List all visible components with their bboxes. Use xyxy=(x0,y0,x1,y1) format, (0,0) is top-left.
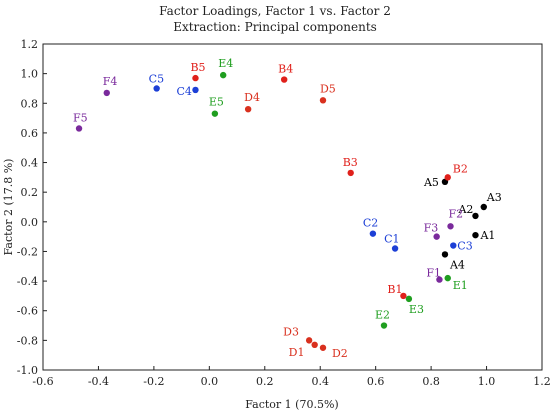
point-label-e5: E5 xyxy=(209,96,224,109)
point-e1 xyxy=(444,274,451,282)
point-d4 xyxy=(244,106,252,113)
point-label-a1: A1 xyxy=(479,229,495,242)
point-f3 xyxy=(433,233,440,240)
point-b5 xyxy=(192,74,199,82)
point-label-d2: D2 xyxy=(332,347,348,360)
point-label-b5: B5 xyxy=(190,61,205,74)
point-label-a4: A4 xyxy=(449,258,465,271)
x-tick-label: 0.8 xyxy=(422,375,440,388)
point-label-a2: A2 xyxy=(457,203,473,216)
y-tick-label: 0.0 xyxy=(21,216,39,229)
point-label-c3: C3 xyxy=(457,240,472,253)
point-f5 xyxy=(75,125,83,132)
point-a3 xyxy=(480,203,487,211)
data-points: A1 A2 A3 A4 A5 B1 B2 B3 B4 B5 C1 C2 C3 C4 C5 D1 D2 D3 D4 D5… xyxy=(73,57,502,360)
point-d5 xyxy=(319,97,327,104)
x-tick-label: 0.6 xyxy=(367,375,385,388)
y-tick-label: -0.6 xyxy=(17,305,38,318)
x-tick-label: 0.4 xyxy=(311,375,329,388)
point-label-a3: A3 xyxy=(486,191,502,204)
x-axis-label: Factor 1 (70.5%) xyxy=(245,398,338,411)
point-label-c5: C5 xyxy=(149,72,164,85)
y-axis-ticks: -1.0 -0.8 -0.6 -0.4 -0.2 0.0 0.2 0.4 0.6 0.8 1.0 1.… xyxy=(17,38,47,377)
point-label-b4: B4 xyxy=(278,63,293,76)
point-c1 xyxy=(391,245,399,252)
x-tick-label: -0.4 xyxy=(88,375,109,388)
point-label-b3: B3 xyxy=(343,156,358,169)
x-tick-label: 1.0 xyxy=(478,375,496,388)
chart-title: Factor Loadings, Factor 1 vs. Factor 2 xyxy=(159,4,391,18)
point-f1 xyxy=(436,276,443,283)
point-label-f4: F4 xyxy=(103,75,118,88)
point-d1 xyxy=(311,341,318,349)
point-d2 xyxy=(319,344,327,351)
point-label-d4: D4 xyxy=(244,91,260,104)
point-c5 xyxy=(153,85,160,92)
point-c2 xyxy=(369,230,377,237)
x-axis-ticks: -0.6 -0.4 -0.2 0.0 0.2 0.4 0.6 0.8 1.0 1.2 xyxy=(32,366,550,388)
point-label-e1: E1 xyxy=(453,279,468,292)
point-label-f1: F1 xyxy=(426,267,441,280)
y-tick-label: -0.4 xyxy=(17,275,38,288)
x-tick-label: -0.6 xyxy=(32,375,53,388)
x-tick-label: -0.2 xyxy=(143,375,164,388)
point-label-e3: E3 xyxy=(409,303,424,316)
point-e4 xyxy=(219,71,227,79)
y-tick-label: 1.2 xyxy=(21,38,39,51)
point-label-d3: D3 xyxy=(283,325,299,338)
point-label-d1: D1 xyxy=(289,346,305,359)
point-f2 xyxy=(447,223,454,230)
point-label-f5: F5 xyxy=(73,111,88,124)
point-label-b1: B1 xyxy=(387,283,402,296)
point-b4 xyxy=(280,76,288,83)
x-tick-label: 0.0 xyxy=(201,375,219,388)
point-label-c1: C1 xyxy=(384,232,399,245)
point-c3 xyxy=(450,242,457,249)
point-label-c2: C2 xyxy=(363,217,378,230)
point-b1 xyxy=(400,292,407,300)
point-c4 xyxy=(192,86,199,94)
x-tick-label: 1.2 xyxy=(533,375,550,388)
y-axis-label: Factor 2 (17.8 %) xyxy=(2,159,15,256)
y-tick-label: -0.2 xyxy=(17,245,38,258)
point-label-b2: B2 xyxy=(453,162,468,175)
point-label-d5: D5 xyxy=(320,82,336,95)
y-tick-label: 0.6 xyxy=(21,127,39,140)
point-e2 xyxy=(380,322,388,329)
point-f4 xyxy=(103,89,110,97)
point-b2 xyxy=(444,174,451,181)
y-tick-label: 1.0 xyxy=(21,68,39,81)
y-tick-label: -0.8 xyxy=(17,334,38,347)
point-a4 xyxy=(441,251,449,258)
plot-frame xyxy=(42,43,543,371)
point-a2 xyxy=(472,212,479,220)
y-tick-label: 0.4 xyxy=(21,157,39,170)
point-label-e2: E2 xyxy=(375,309,390,322)
point-label-e4: E4 xyxy=(218,57,233,70)
y-tick-label: 0.2 xyxy=(21,186,39,199)
point-b3 xyxy=(347,169,354,177)
point-label-c4: C4 xyxy=(176,85,191,98)
y-tick-label: 0.8 xyxy=(21,97,39,110)
point-e5 xyxy=(211,110,219,117)
point-a1 xyxy=(472,231,479,239)
y-tick-label: -1.0 xyxy=(17,364,38,377)
point-e3 xyxy=(405,295,413,303)
point-label-a5: A5 xyxy=(423,176,439,189)
point-d3 xyxy=(305,337,313,344)
chart-subtitle: Extraction: Principal components xyxy=(173,20,377,34)
point-label-f2: F2 xyxy=(449,207,464,220)
x-tick-label: 0.2 xyxy=(256,375,274,388)
point-label-f3: F3 xyxy=(424,222,439,235)
